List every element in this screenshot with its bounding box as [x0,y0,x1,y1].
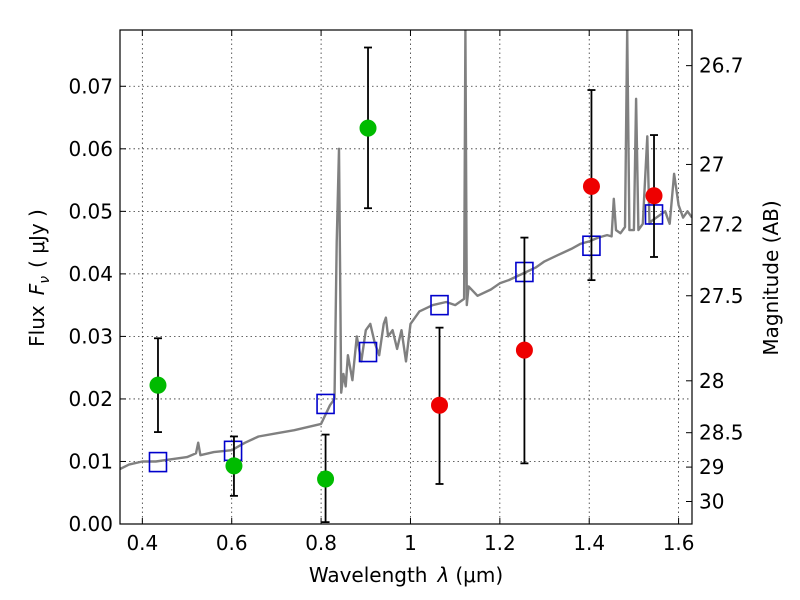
y-tick-label: 0.01 [68,449,113,473]
plot-frame [119,29,693,525]
y2-tick-label: 27.2 [699,212,744,236]
photometry-point [431,396,449,414]
tick-layer: 0.4 0.6 0.8 1 1.2 1.4 1.6 0.00 0.01 0.02 0.03 0.04 0… [68,30,744,555]
model-bandpass-square [430,294,449,316]
y-axis-label-subscript: ν [37,276,53,284]
x-tick-label: 0.6 [216,531,248,555]
plot-area [120,30,692,524]
y-axis-label-unit: ( μJy ) [25,209,49,268]
y-tick-label: 0.00 [68,512,113,536]
x-tick-label: 1.6 [663,531,695,555]
y-tick-label: 0.05 [68,199,113,223]
photometry-point [515,341,533,359]
photometry-point [225,457,243,475]
y-tick-label: 0.02 [68,387,113,411]
y2-tick-label: 28 [699,369,724,393]
photometry-point [317,470,335,488]
y2-tick-label: 27.5 [699,284,744,308]
y-axis-label: Flux Fν ( μJy ) [25,209,53,347]
x-axis-label: Wavelength λ (μm) [309,563,503,587]
photometry-point [645,187,663,205]
model-bandpass-square [316,393,335,415]
y-axis-label-text: Flux [25,305,49,347]
grid-layer [120,30,692,525]
y-tick-label: 0.03 [68,324,113,348]
x-axis-label-symbol: λ [437,563,450,587]
photometry-point [582,177,600,195]
y-tick-label: 0.07 [68,74,113,98]
y-axis-label-symbol: F [25,283,49,295]
model-bandpass-square [358,341,378,363]
photometry-point [149,376,167,394]
y-tick-label: 0.06 [68,137,113,161]
x-axis-label-unit: (μm) [455,563,503,587]
y-tick-label: 0.04 [68,262,113,286]
y2-tick-label: 29 [699,455,724,479]
x-axis-label-text: Wavelength [309,563,428,587]
y2-tick-label: 27 [699,152,724,176]
x-tick-label: 0.4 [126,531,158,555]
x-tick-label: 0.8 [305,531,337,555]
x-tick-label: 1.2 [484,531,516,555]
model-spectrum-line [120,30,692,471]
y2-tick-label: 26.7 [699,54,744,78]
y2-tick-label: 28.5 [699,421,744,445]
x-tick-label: 1 [404,531,417,555]
photometry-point [359,119,377,137]
y2-axis-label: Magnitude (AB) [759,200,783,355]
y2-tick-label: 30 [699,489,724,513]
x-tick-label: 1.4 [573,531,605,555]
data-layer [120,30,692,524]
model-bandpass-square [148,451,168,473]
